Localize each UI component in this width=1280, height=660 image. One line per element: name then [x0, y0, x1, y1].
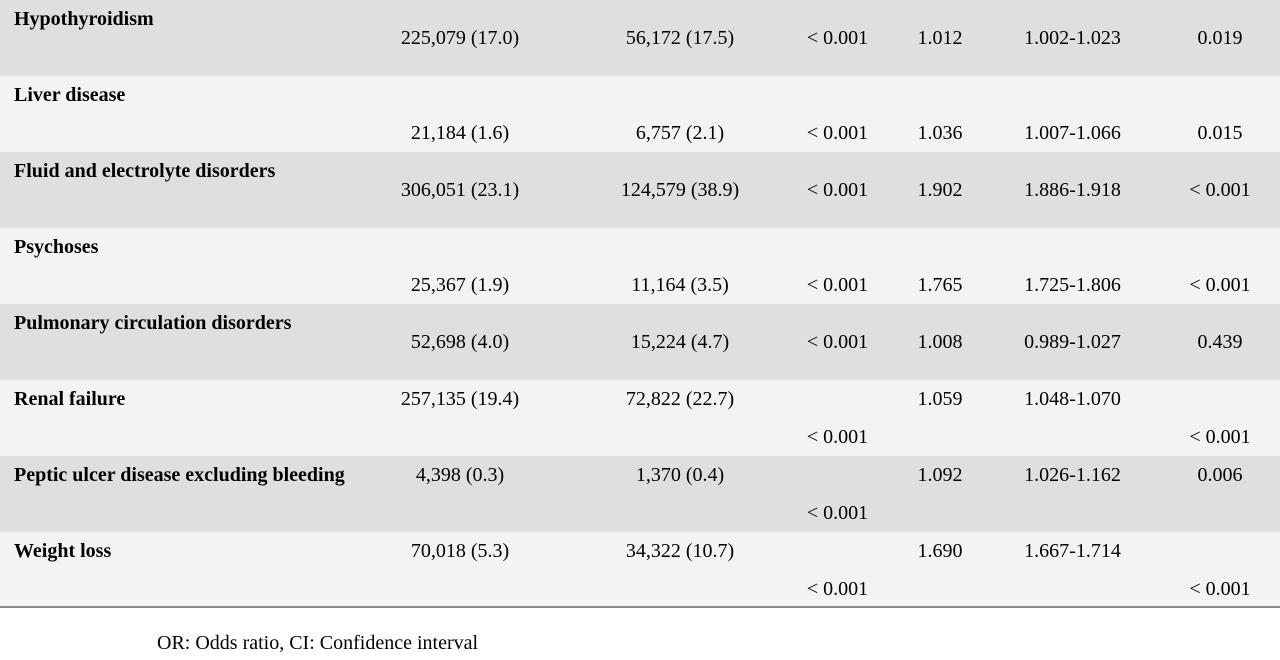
group2-count: 6,757 (2.1) [635, 122, 725, 144]
odds-ratio: 1.902 [917, 179, 963, 201]
row-label: Weight loss [14, 540, 112, 562]
group1-count: 225,079 (17.0) [400, 27, 520, 49]
group1-count: 257,135 (19.4) [400, 388, 520, 410]
table-row: Fluid and electrolyte disorders 306,051 … [0, 152, 1280, 228]
odds-ratio: 1.690 [917, 540, 963, 562]
group1-count: 4,398 (0.3) [415, 464, 505, 486]
odds-ratio: 1.012 [917, 27, 963, 49]
table-row: Liver disease 21,184 (1.6) 6,757 (2.1) <… [0, 76, 1280, 152]
group2-count: 72,822 (22.7) [625, 388, 735, 410]
odds-ratio: 1.036 [917, 122, 963, 144]
group1-count: 21,184 (1.6) [410, 122, 510, 144]
confidence-interval: 0.989-1.027 [1024, 331, 1121, 353]
p-value-univariate: < 0.001 [806, 122, 869, 144]
group1-count: 70,018 (5.3) [410, 540, 510, 562]
p-value-multivariate: < 0.001 [1189, 426, 1251, 448]
p-value-multivariate: 0.439 [1197, 331, 1243, 353]
table-row: Renal failure 257,135 (19.4) 72,822 (22.… [0, 380, 1280, 456]
confidence-interval: 1.725-1.806 [1024, 274, 1121, 296]
group2-count: 56,172 (17.5) [625, 27, 735, 49]
p-value-univariate: < 0.001 [806, 426, 869, 448]
group2-count: 1,370 (0.4) [635, 464, 725, 486]
table-bottom-rule [0, 606, 1280, 608]
confidence-interval: 1.048-1.070 [1024, 388, 1121, 410]
p-value-multivariate: < 0.001 [1189, 274, 1251, 296]
p-value-univariate: < 0.001 [806, 578, 869, 600]
table-footnote: OR: Odds ratio, CI: Confidence interval [157, 632, 479, 654]
p-value-multivariate: < 0.001 [1189, 179, 1251, 201]
group1-count: 25,367 (1.9) [410, 274, 510, 296]
p-value-univariate: < 0.001 [806, 27, 869, 49]
group2-count: 11,164 (3.5) [631, 274, 729, 296]
group2-count: 124,579 (38.9) [620, 179, 740, 201]
odds-ratio: 1.765 [917, 274, 963, 296]
row-label: Pulmonary circulation disorders [14, 312, 292, 334]
table-row: Pulmonary circulation disorders 52,698 (… [0, 304, 1280, 380]
table-row: Weight loss 70,018 (5.3) 34,322 (10.7) <… [0, 532, 1280, 608]
data-table: Hypothyroidism 225,079 (17.0) 56,172 (17… [0, 0, 1280, 608]
group1-count: 52,698 (4.0) [410, 331, 510, 353]
row-label: Renal failure [14, 388, 126, 410]
confidence-interval: 1.667-1.714 [1024, 540, 1121, 562]
row-label: Fluid and electrolyte disorders [14, 160, 276, 182]
p-value-univariate: < 0.001 [806, 331, 869, 353]
table-row: Psychoses 25,367 (1.9) 11,164 (3.5) < 0.… [0, 228, 1280, 304]
odds-ratio: 1.008 [917, 331, 963, 353]
p-value-multivariate: 0.006 [1197, 464, 1243, 486]
confidence-interval: 1.002-1.023 [1024, 27, 1121, 49]
odds-ratio: 1.059 [917, 388, 963, 410]
table-row: Hypothyroidism 225,079 (17.0) 56,172 (17… [0, 0, 1280, 76]
row-label: Liver disease [14, 84, 126, 106]
p-value-multivariate: 0.015 [1197, 122, 1243, 144]
row-label: Peptic ulcer disease excluding bleeding [14, 464, 345, 486]
row-label: Hypothyroidism [14, 8, 154, 30]
p-value-univariate: < 0.001 [806, 502, 869, 524]
table-row: Peptic ulcer disease excluding bleeding … [0, 456, 1280, 532]
row-label: Psychoses [14, 236, 99, 258]
group2-count: 15,224 (4.7) [630, 331, 730, 353]
confidence-interval: 1.026-1.162 [1024, 464, 1121, 486]
group1-count: 306,051 (23.1) [400, 179, 520, 201]
confidence-interval: 1.886-1.918 [1024, 179, 1121, 201]
p-value-univariate: < 0.001 [806, 274, 869, 296]
p-value-univariate: < 0.001 [806, 179, 869, 201]
odds-ratio: 1.092 [917, 464, 963, 486]
p-value-multivariate: 0.019 [1197, 27, 1243, 49]
confidence-interval: 1.007-1.066 [1024, 122, 1121, 144]
group2-count: 34,322 (10.7) [625, 540, 735, 562]
p-value-multivariate: < 0.001 [1189, 578, 1251, 600]
